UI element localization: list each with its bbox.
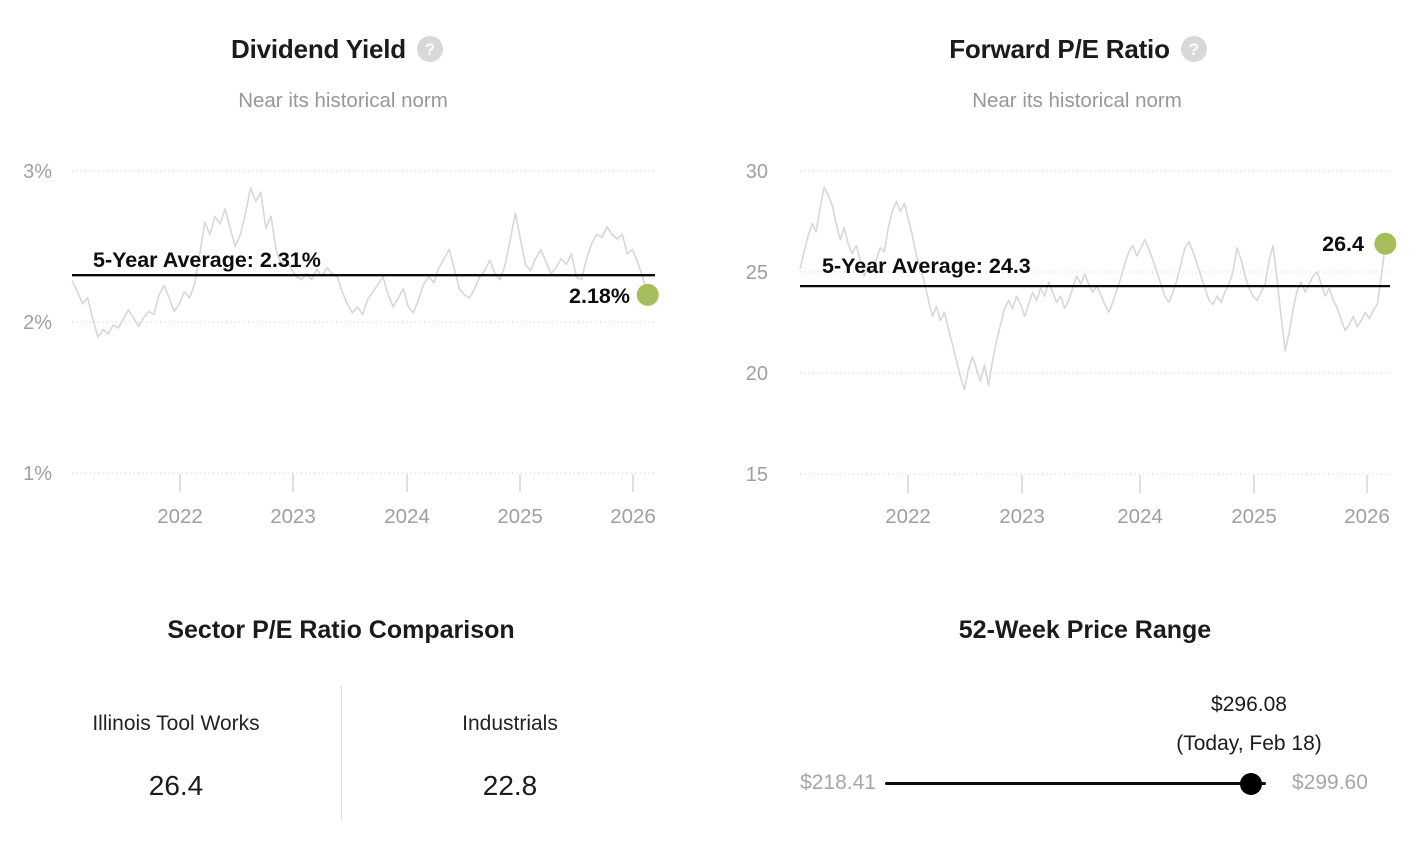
- forward-pe-subtitle: Near its historical norm: [972, 89, 1182, 112]
- question-mark-glyph: ?: [424, 39, 436, 59]
- sector-comparison-title: Sector P/E Ratio Comparison: [167, 616, 515, 644]
- series-line: [799, 186, 1387, 390]
- average-line-label: 5-Year Average: 2.31%: [93, 248, 321, 272]
- y-axis-label: 20: [746, 363, 768, 385]
- current-value-label: 26.4: [1322, 232, 1364, 256]
- x-axis-label: 2024: [384, 505, 430, 528]
- vertical-divider: [341, 686, 342, 820]
- x-axis-label: 2022: [885, 505, 931, 528]
- company-pe-cell: Illinois Tool Works: [16, 712, 336, 736]
- x-axis-label: 2022: [157, 505, 203, 528]
- y-axis-label: 3%: [23, 161, 52, 183]
- current-price-date: (Today, Feb 18): [1176, 732, 1322, 755]
- current-price-dot: [1240, 773, 1262, 795]
- series-line: [71, 186, 649, 338]
- question-mark-icon[interactable]: ?: [1180, 36, 1207, 62]
- current-price: $296.08: [1211, 693, 1287, 716]
- current-value-dot: [1374, 232, 1397, 255]
- dividend-yield-section: Dividend Yield ? Near its historical nor…: [0, 0, 708, 560]
- range-high-value: $299.60: [1292, 771, 1368, 794]
- dividend-yield-subtitle: Near its historical norm: [238, 89, 448, 112]
- dividend-yield-chart: 3% 2% 1% 2022 2023 2024 2025 2026 5-Year…: [23, 161, 659, 528]
- forward-pe-section: Forward P/E Ratio ? Near its historical …: [708, 0, 1416, 560]
- x-axis-label: 2023: [270, 505, 316, 528]
- price-range-title: 52-Week Price Range: [958, 616, 1212, 644]
- dividend-yield-title: Dividend Yield: [231, 34, 406, 64]
- forward-pe-chart: 30 25 20 15 2022 2023 2024 2025 2026 5-Y…: [746, 161, 1397, 528]
- y-axis-label: 1%: [23, 463, 52, 485]
- x-axis-label: 2025: [497, 505, 543, 528]
- sector-name: Industrials: [462, 712, 558, 735]
- x-axis-label: 2026: [610, 505, 656, 528]
- y-axis-label: 15: [746, 464, 768, 486]
- current-value-dot: [636, 283, 659, 306]
- x-axis-label: 2026: [1344, 505, 1390, 528]
- forward-pe-title-row: Forward P/E Ratio ?: [740, 32, 1416, 66]
- company-pe-value: 26.4: [148, 770, 204, 801]
- company-name: Illinois Tool Works: [92, 712, 260, 735]
- forward-pe-title: Forward P/E Ratio: [949, 34, 1170, 64]
- current-value-label: 2.18%: [569, 284, 630, 308]
- x-axis-label: 2023: [999, 505, 1045, 528]
- sector-pe-cell: Industrials: [350, 712, 670, 736]
- question-mark-icon[interactable]: ?: [416, 36, 443, 62]
- x-axis-label: 2025: [1231, 505, 1277, 528]
- sector-pe-comparison-section: Sector P/E Ratio Comparison Illinois Too…: [0, 560, 708, 852]
- dividend-yield-title-row: Dividend Yield ?: [0, 32, 674, 66]
- sector-pe-value: 22.8: [482, 770, 538, 801]
- x-axis-label: 2024: [1117, 505, 1163, 528]
- y-axis-label: 2%: [23, 312, 52, 334]
- y-axis-label: 30: [746, 161, 768, 183]
- chart-canvas: [71, 170, 659, 492]
- price-range-section: 52-Week Price Range $296.08 (Today, Feb …: [708, 560, 1416, 852]
- y-axis-label: 25: [746, 262, 768, 284]
- price-range-track: [885, 782, 1266, 785]
- question-mark-glyph: ?: [1188, 39, 1199, 59]
- chart-canvas: [799, 170, 1397, 493]
- range-low-value: $218.41: [800, 771, 876, 794]
- average-line-label: 5-Year Average: 24.3: [822, 254, 1031, 278]
